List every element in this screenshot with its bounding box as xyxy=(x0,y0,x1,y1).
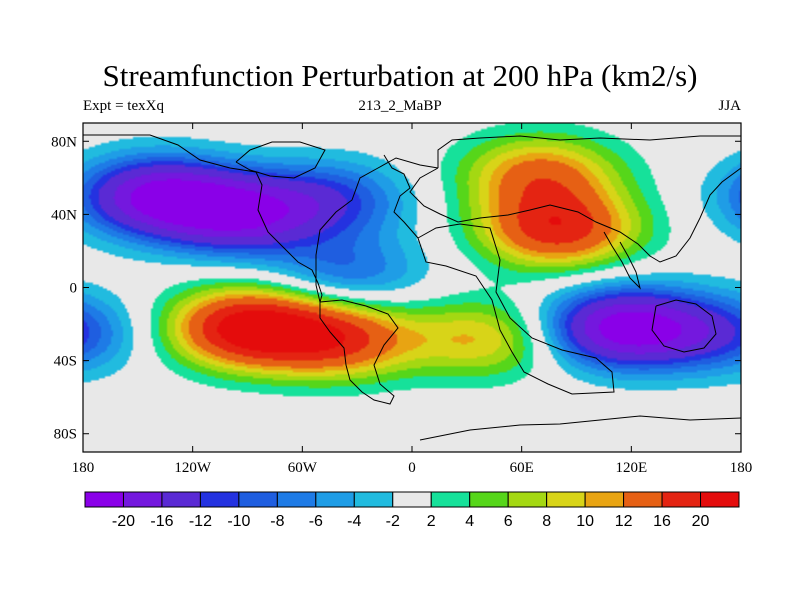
x-tick-label: 120E xyxy=(615,460,647,476)
x-axis: 180 120W 60W 0 60E 120E 180 xyxy=(72,123,753,476)
colorbar-label: 16 xyxy=(653,513,671,530)
y-tick-label: 80S xyxy=(54,427,77,443)
x-tick-label: 120W xyxy=(174,460,212,476)
colorbar-swatch xyxy=(661,491,702,508)
season-label: JJA xyxy=(718,98,741,114)
southeast-asia-outline xyxy=(603,231,641,290)
colorbar-swatch xyxy=(238,491,278,508)
colorbar-label: 12 xyxy=(615,513,633,530)
x-tick-label: 60W xyxy=(288,460,318,476)
colorbar-swatch xyxy=(84,491,124,508)
colorbar-label: 10 xyxy=(576,513,594,530)
colorbar-label: 4 xyxy=(465,513,474,530)
colorbar-label: -12 xyxy=(189,513,212,530)
colorbar-swatch xyxy=(392,491,432,508)
colorbar-swatch xyxy=(161,491,201,508)
colorbar-label: -8 xyxy=(270,513,284,530)
colorbar-label: 2 xyxy=(427,513,436,530)
colorbar-swatch xyxy=(469,491,509,508)
colorbar-swatch xyxy=(507,491,548,508)
colorbar-swatch xyxy=(430,491,471,508)
colorbar-label: -6 xyxy=(309,513,323,530)
colorbar-swatch xyxy=(700,491,740,508)
x-tick-label: 180 xyxy=(72,460,95,476)
continent-outlines xyxy=(83,134,741,441)
colorbar-swatch xyxy=(584,491,625,508)
antarctica-outline xyxy=(419,415,741,441)
colorbar-label: 20 xyxy=(692,513,710,530)
colorbar-label: -4 xyxy=(347,513,361,530)
south-america-outline xyxy=(319,299,399,405)
greenland-outline xyxy=(235,141,326,179)
colorbar-swatch xyxy=(353,491,394,508)
run-id-label: 213_2_MaBP xyxy=(358,98,442,114)
x-tick-label: 180 xyxy=(730,460,753,476)
colorbar-label: -2 xyxy=(386,513,400,530)
colorbar-swatch xyxy=(276,491,317,508)
colorbar: -20 -16 -12 -10 -8 -6 -4 -2 2 4 6 8 10 12 16 20 xyxy=(84,491,740,530)
y-tick-label: 80N xyxy=(51,134,77,150)
colorbar-swatch xyxy=(199,491,240,508)
colorbar-swatch xyxy=(122,491,163,508)
africa-outline xyxy=(417,223,615,395)
x-tick-label: 0 xyxy=(408,460,416,476)
colorbar-swatch xyxy=(546,491,586,508)
colorbar-label: -10 xyxy=(227,513,250,530)
europe-coast-outline xyxy=(383,154,419,239)
experiment-label: Expt = texXq xyxy=(83,98,164,114)
colorbar-label: 8 xyxy=(542,513,551,530)
y-axis: 80N 40N 0 40S 80S xyxy=(51,134,741,443)
colorbar-label: -16 xyxy=(150,513,173,530)
x-tick-label: 60E xyxy=(510,460,534,476)
north-america-east-outline xyxy=(315,157,439,303)
colorbar-label: -20 xyxy=(112,513,135,530)
colorbar-swatch xyxy=(315,491,355,508)
y-tick-label: 0 xyxy=(70,281,78,297)
chart-title: Streamfunction Perturbation at 200 hPa (… xyxy=(102,58,698,93)
streamfunction-field xyxy=(83,123,741,452)
y-tick-label: 40S xyxy=(54,354,77,370)
eurasia-outline xyxy=(409,135,741,263)
australia-outline xyxy=(651,299,717,353)
y-tick-label: 40N xyxy=(51,207,77,223)
colorbar-swatch xyxy=(623,491,663,508)
colorbar-label: 6 xyxy=(504,513,513,530)
